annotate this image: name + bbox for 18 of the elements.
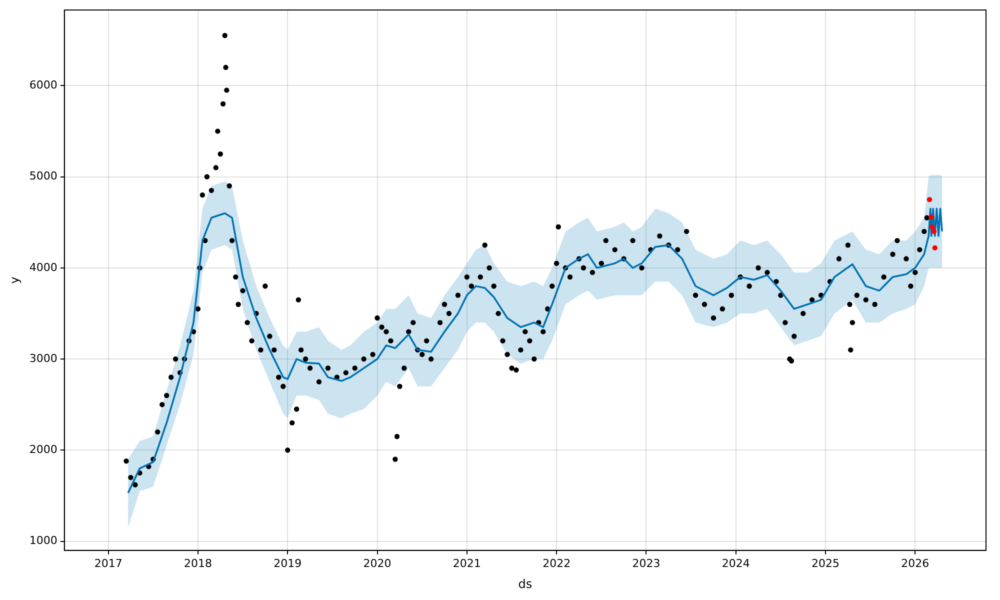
x-tick-label: 2021 bbox=[452, 556, 481, 570]
x-tick-label: 2024 bbox=[722, 556, 750, 570]
y-tick-label: 1000 bbox=[29, 534, 58, 548]
x-tick-label: 2020 bbox=[363, 556, 392, 570]
x-axis-title: ds bbox=[518, 576, 532, 591]
x-tick-label: 2018 bbox=[184, 556, 212, 570]
y-tick-label: 6000 bbox=[29, 78, 58, 92]
y-axis-title: y bbox=[7, 276, 22, 284]
x-tick-label: 2025 bbox=[812, 556, 840, 570]
x-tick-label: 2022 bbox=[542, 556, 571, 570]
y-tick-label: 3000 bbox=[29, 352, 58, 365]
x-tick-label: 2023 bbox=[632, 556, 660, 570]
x-tick-label: 2019 bbox=[274, 556, 302, 570]
y-tick-label: 5000 bbox=[29, 170, 58, 183]
y-tick-label: 2000 bbox=[29, 443, 58, 456]
x-tick-label: 2017 bbox=[94, 556, 122, 570]
y-tick-label: 4000 bbox=[29, 260, 58, 274]
x-tick-label: 2026 bbox=[901, 556, 930, 570]
